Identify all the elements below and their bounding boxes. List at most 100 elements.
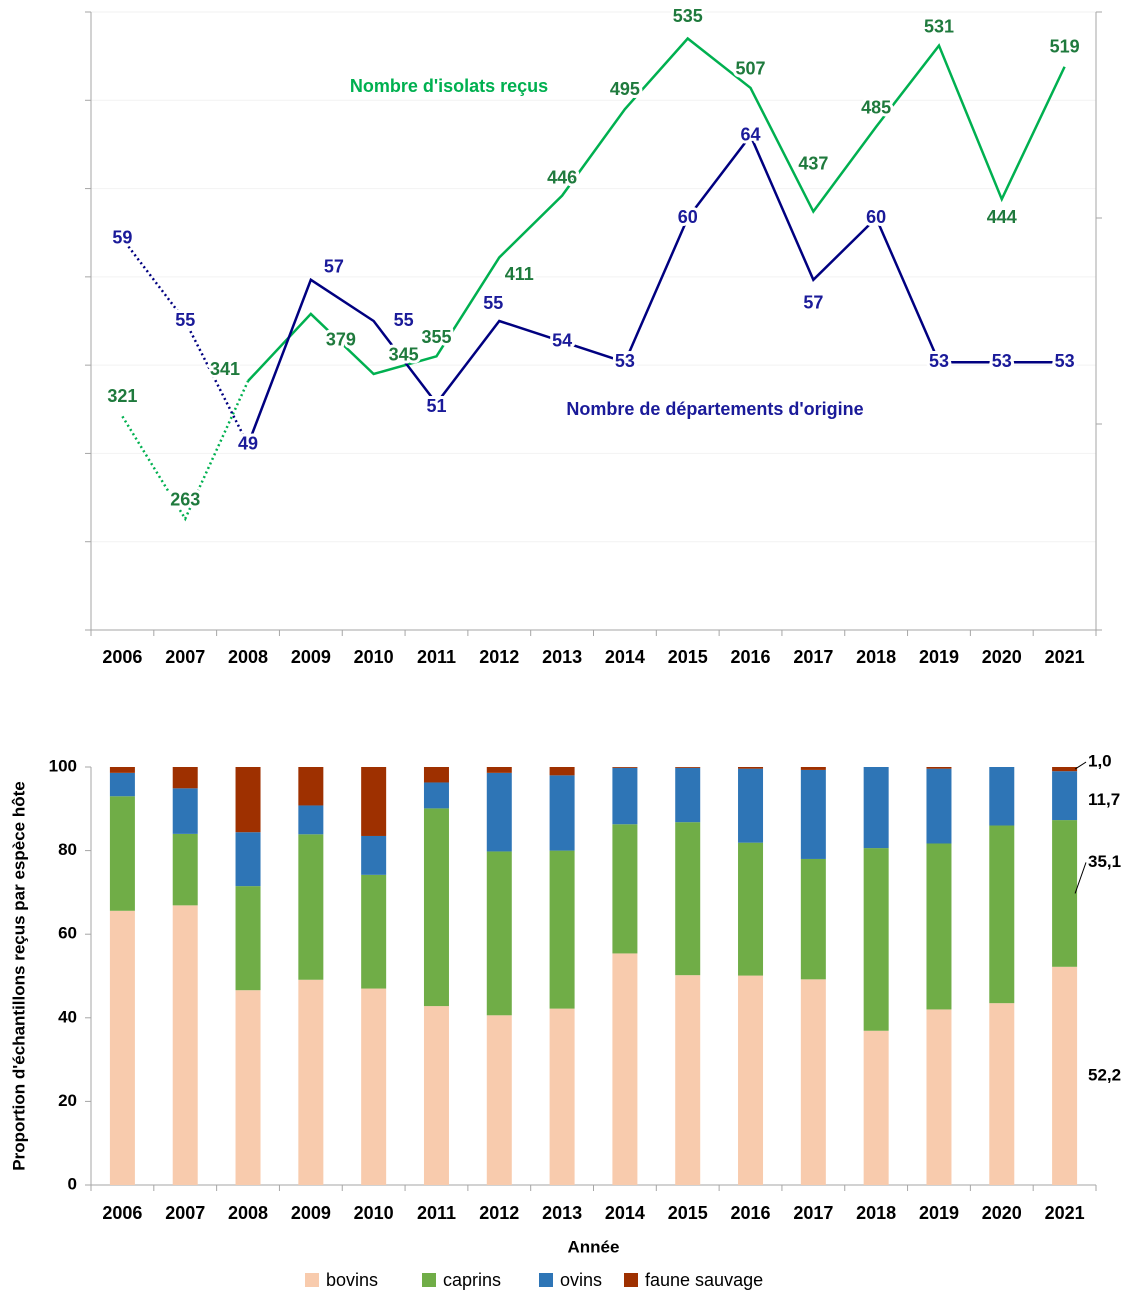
leader-line — [1074, 862, 1087, 894]
bar-segment — [361, 835, 387, 875]
data-label: 495 — [610, 79, 640, 99]
data-label: 52,2 — [1088, 1065, 1121, 1084]
legend-swatch — [624, 1273, 638, 1287]
series-label: Nombre de départements d'origine — [566, 399, 863, 419]
bar-segment — [423, 767, 449, 783]
bar-segment — [109, 796, 135, 911]
bar-segment — [172, 905, 198, 1185]
bar-segment — [361, 988, 387, 1185]
bar-segment — [675, 767, 701, 768]
bar-segment — [738, 767, 764, 769]
bar-segment — [486, 1015, 512, 1185]
data-label: 54 — [552, 330, 572, 350]
data-label: 60 — [866, 207, 886, 227]
x-tick-label: 2019 — [919, 647, 959, 667]
x-tick-label: 2012 — [479, 1203, 519, 1223]
bar-segment — [926, 768, 952, 844]
data-label: 55 — [483, 293, 503, 313]
bar-segment — [1052, 820, 1078, 967]
bar-segment — [172, 767, 198, 789]
data-label: 263 — [170, 490, 200, 510]
data-label: 55 — [175, 310, 195, 330]
x-tick-label: 2018 — [856, 1203, 896, 1223]
data-label: 57 — [803, 293, 823, 313]
data-label: 11,7 — [1088, 790, 1120, 809]
bar-segment — [423, 1006, 449, 1185]
bar-segment — [298, 767, 324, 806]
data-label: 53 — [929, 351, 949, 371]
data-label: 321 — [107, 386, 137, 406]
bar-segment — [235, 832, 261, 887]
x-axis-title: Année — [568, 1237, 620, 1256]
bar-segment — [800, 858, 826, 980]
x-tick-label: 2006 — [102, 1203, 142, 1223]
series-label: Nombre d'isolats reçus — [350, 76, 548, 96]
x-tick-label: 2014 — [605, 647, 645, 667]
y-tick-label: 40 — [58, 1007, 77, 1026]
bar-segment — [800, 979, 826, 1185]
y-tick-label: 80 — [58, 840, 77, 859]
bar-segment — [612, 767, 638, 825]
bar-segment — [172, 833, 198, 906]
data-label: 507 — [736, 59, 766, 79]
bar-segment — [486, 767, 512, 773]
x-tick-label: 2017 — [793, 647, 833, 667]
y-axis-title: Proportion d'échantillons reçus par espè… — [9, 781, 28, 1170]
line-dotted — [121, 380, 250, 522]
bar-segment — [549, 850, 575, 1009]
bar-segment — [235, 886, 261, 991]
bar-segment — [612, 824, 638, 954]
x-tick-label: 2015 — [668, 1203, 708, 1223]
x-tick-label: 2006 — [102, 647, 142, 667]
data-label: 53 — [992, 351, 1012, 371]
x-tick-label: 2020 — [982, 647, 1022, 667]
x-tick-label: 2011 — [417, 1203, 456, 1223]
bar-segment — [423, 782, 449, 809]
bar-segment — [926, 1009, 952, 1185]
data-label: 355 — [421, 327, 451, 347]
bar-segment — [989, 767, 1015, 826]
legend-swatch — [422, 1273, 436, 1287]
bar-segment — [549, 1008, 575, 1185]
x-tick-label: 2021 — [1045, 647, 1085, 667]
x-tick-label: 2007 — [165, 1203, 205, 1223]
bar-segment — [486, 851, 512, 1016]
bar-segment — [863, 848, 889, 1031]
y-tick-label: 60 — [58, 924, 77, 943]
x-tick-label: 2015 — [668, 647, 708, 667]
data-label: 341 — [210, 359, 240, 379]
bar-segment — [298, 805, 324, 835]
bar-segment — [423, 808, 449, 1007]
x-tick-label: 2011 — [417, 647, 456, 667]
x-tick-label: 2009 — [291, 1203, 331, 1223]
bar-segment — [298, 979, 324, 1185]
x-tick-label: 2010 — [354, 1203, 394, 1223]
x-tick-label: 2018 — [856, 647, 896, 667]
line — [246, 133, 1065, 446]
bar-segment — [800, 767, 826, 770]
line-dotted — [121, 237, 250, 446]
data-label: 379 — [326, 330, 356, 350]
bar-segment — [235, 990, 261, 1185]
bar-segment — [109, 772, 135, 797]
bar-segment — [549, 775, 575, 851]
data-label: 531 — [924, 16, 954, 36]
data-label: 345 — [389, 345, 419, 365]
data-label: 57 — [324, 257, 344, 277]
y-tick-label: 20 — [58, 1091, 77, 1110]
data-label: 411 — [505, 264, 534, 284]
data-label: 64 — [741, 124, 761, 144]
bar-segment — [486, 772, 512, 852]
x-tick-label: 2013 — [542, 647, 582, 667]
legend-label: caprins — [443, 1270, 501, 1290]
data-label: 53 — [1055, 351, 1075, 371]
leader-line — [1074, 761, 1087, 770]
bar-segment — [675, 767, 701, 823]
bar-segment — [549, 767, 575, 776]
bar-segment — [863, 1030, 889, 1185]
x-tick-label: 2009 — [291, 647, 331, 667]
data-label: 55 — [394, 310, 414, 330]
bar-segment — [989, 1003, 1015, 1185]
x-tick-label: 2012 — [479, 647, 519, 667]
bar-segment — [612, 953, 638, 1185]
